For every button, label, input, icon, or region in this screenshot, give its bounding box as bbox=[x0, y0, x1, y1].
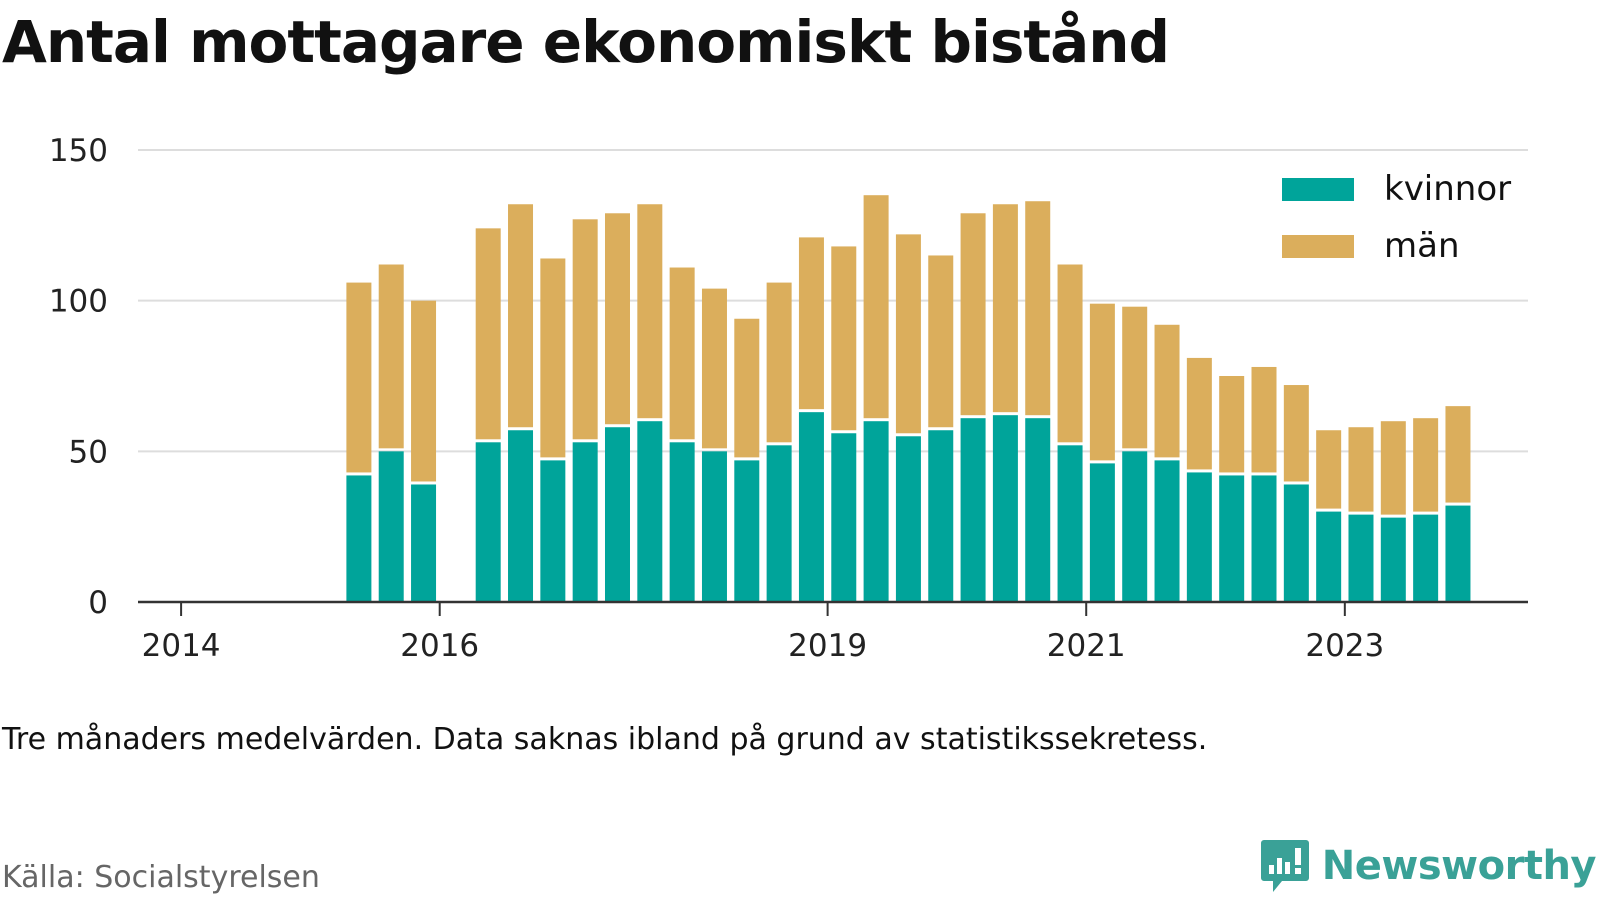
bar-kvinnor bbox=[669, 442, 695, 602]
bar-man bbox=[798, 237, 824, 410]
y-tick-label: 50 bbox=[69, 434, 108, 470]
bar-kvinnor bbox=[378, 451, 404, 602]
bar-kvinnor bbox=[1316, 511, 1342, 602]
bar-kvinnor bbox=[766, 445, 792, 602]
bar-kvinnor bbox=[928, 430, 954, 602]
bar-man bbox=[766, 282, 792, 443]
bar-man bbox=[1445, 406, 1471, 503]
bar-man bbox=[734, 318, 760, 458]
brand-name: Newsworthy bbox=[1321, 843, 1597, 889]
source-credit: Källa: Socialstyrelsen bbox=[2, 860, 320, 895]
bar-man bbox=[669, 267, 695, 440]
bar-kvinnor bbox=[895, 436, 921, 602]
bar-man bbox=[411, 300, 437, 482]
legend-label: kvinnor bbox=[1384, 169, 1511, 209]
x-tick-label: 2019 bbox=[788, 628, 867, 664]
bar-kvinnor bbox=[1251, 475, 1277, 602]
legend-label: män bbox=[1384, 226, 1460, 266]
bar-kvinnor bbox=[1057, 445, 1083, 602]
bar-man bbox=[1251, 366, 1277, 473]
legend-swatch bbox=[1282, 235, 1354, 258]
bar-man bbox=[1057, 264, 1083, 443]
bar-kvinnor bbox=[831, 433, 857, 602]
bar-kvinnor bbox=[1219, 475, 1245, 602]
bar-man bbox=[378, 264, 404, 449]
bar-man bbox=[960, 213, 986, 416]
bars bbox=[346, 195, 1471, 602]
bar-kvinnor bbox=[1122, 451, 1148, 602]
bar-man bbox=[863, 195, 889, 419]
y-tick-label: 150 bbox=[49, 133, 108, 169]
x-tick-label: 2021 bbox=[1047, 628, 1126, 664]
bar-man bbox=[1413, 418, 1439, 512]
bar-man bbox=[475, 228, 501, 440]
bar-kvinnor bbox=[508, 430, 534, 602]
bar-kvinnor bbox=[572, 442, 598, 602]
bar-kvinnor bbox=[701, 451, 727, 602]
bar-man bbox=[1025, 201, 1051, 416]
bar-kvinnor bbox=[960, 418, 986, 602]
bar-man bbox=[604, 213, 630, 425]
bar-man bbox=[637, 204, 663, 419]
bar-kvinnor bbox=[798, 412, 824, 602]
bar-man bbox=[572, 219, 598, 440]
bar-kvinnor bbox=[1348, 514, 1374, 602]
legend-swatch bbox=[1282, 178, 1354, 201]
y-tick-label: 0 bbox=[88, 585, 108, 621]
legend: kvinnor män bbox=[1282, 169, 1511, 266]
bar-man bbox=[540, 258, 566, 458]
bar-man bbox=[895, 234, 921, 434]
bar-man bbox=[1283, 385, 1309, 482]
bar-kvinnor bbox=[1445, 505, 1471, 602]
x-tick-label: 2016 bbox=[400, 628, 479, 664]
chart-title: Antal mottagare ekonomiskt bistånd bbox=[2, 8, 1170, 76]
bar-kvinnor bbox=[1413, 514, 1439, 602]
bar-kvinnor bbox=[863, 421, 889, 602]
chart: 0 50 100 150 2014 2016 2019 2021 2023 kvinnor mä… bbox=[49, 133, 1528, 664]
bar-kvinnor bbox=[992, 415, 1018, 602]
newsworthy-logo-icon bbox=[1260, 840, 1309, 892]
bar-man bbox=[701, 288, 727, 449]
bar-kvinnor bbox=[475, 442, 501, 602]
bar-man bbox=[1089, 303, 1115, 461]
bar-kvinnor bbox=[346, 475, 372, 602]
bar-man bbox=[992, 204, 1018, 413]
bar-kvinnor bbox=[1154, 460, 1180, 602]
bar-kvinnor bbox=[734, 460, 760, 602]
bar-man bbox=[831, 246, 857, 431]
bar-man bbox=[928, 255, 954, 428]
bar-man bbox=[1316, 430, 1342, 509]
bar-kvinnor bbox=[540, 460, 566, 602]
bar-man bbox=[346, 282, 372, 473]
bar-kvinnor bbox=[1025, 418, 1051, 602]
bar-man bbox=[1348, 427, 1374, 512]
bar-kvinnor bbox=[604, 427, 630, 602]
bar-kvinnor bbox=[637, 421, 663, 602]
bar-man bbox=[1122, 306, 1148, 449]
bar-kvinnor bbox=[1089, 463, 1115, 602]
chart-note: Tre månaders medelvärden. Data saknas ib… bbox=[2, 722, 1208, 757]
bar-kvinnor bbox=[1186, 472, 1212, 602]
bar-kvinnor bbox=[1380, 517, 1406, 602]
x-tick-label: 2014 bbox=[142, 628, 221, 664]
y-axis: 0 50 100 150 bbox=[49, 133, 108, 621]
bar-man bbox=[508, 204, 534, 428]
bar-man bbox=[1219, 376, 1245, 473]
bar-kvinnor bbox=[411, 484, 437, 602]
x-tick-label: 2023 bbox=[1305, 628, 1384, 664]
bar-man bbox=[1380, 421, 1406, 515]
bar-kvinnor bbox=[1283, 484, 1309, 602]
brand: Newsworthy bbox=[1260, 838, 1597, 894]
x-axis: 2014 2016 2019 2021 2023 bbox=[138, 600, 1528, 664]
bar-man bbox=[1154, 324, 1180, 458]
bar-man bbox=[1186, 357, 1212, 470]
y-tick-label: 100 bbox=[49, 284, 108, 320]
